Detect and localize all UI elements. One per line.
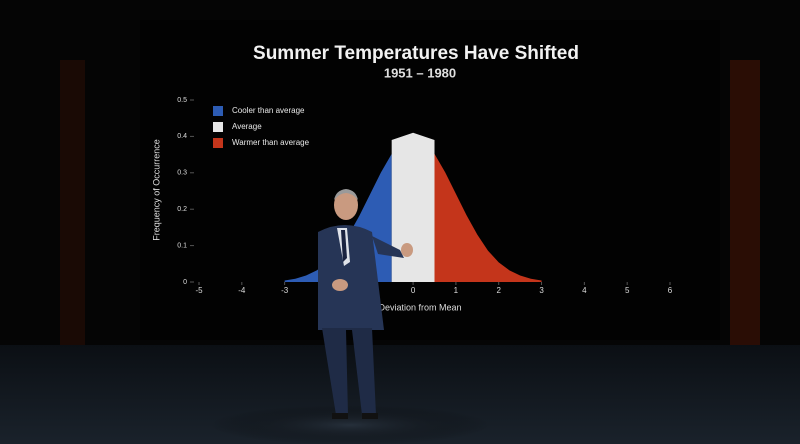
chart-title: Summer Temperatures Have Shifted	[253, 43, 579, 64]
y-axis-label: Frequency of Occurrence	[151, 139, 161, 241]
x-tick-label: 2	[497, 286, 502, 295]
presenter-shoe	[332, 413, 348, 419]
presenter-hand	[401, 243, 413, 257]
presenter-jacket	[318, 225, 384, 330]
x-tick-label: 6	[668, 286, 673, 295]
presenter-head	[334, 190, 358, 220]
y-tick-label: 0.4	[177, 133, 187, 140]
presenter	[318, 189, 413, 419]
y-tick-label: 0	[183, 279, 187, 286]
x-axis-label: Deviation from Mean	[378, 302, 461, 312]
area	[391, 132, 435, 282]
chart-subtitle: 1951 – 1980	[384, 65, 456, 80]
x-tick-label: 1	[454, 286, 459, 295]
presenter-hair	[334, 189, 358, 200]
x-tick-label: 4	[582, 286, 587, 295]
presenter-trousers	[322, 328, 376, 415]
presenter-tie	[341, 230, 347, 262]
x-tick-label: -5	[195, 286, 203, 295]
y-tick-label: 0.1	[177, 242, 187, 249]
spotlight	[210, 405, 490, 444]
presenter-arm	[372, 236, 404, 258]
x-tick-label: -4	[238, 286, 246, 295]
curtain-right	[730, 60, 760, 350]
presenter-hand	[332, 279, 348, 291]
y-tick-label: 0.5	[177, 97, 187, 104]
x-tick-label: 0	[411, 286, 416, 295]
legend-label: Average	[232, 122, 262, 131]
area	[434, 153, 542, 282]
x-tick-label: 5	[625, 286, 630, 295]
legend-label: Warmer than average	[232, 138, 310, 147]
x-tick-label: -3	[281, 286, 289, 295]
legend-swatch	[213, 106, 223, 116]
y-tick-label: 0.2	[177, 206, 187, 213]
legend-label: Cooler than average	[232, 106, 305, 115]
x-tick-label: 3	[539, 286, 544, 295]
presenter-shoe	[362, 413, 378, 419]
legend-swatch	[213, 138, 223, 148]
curtain-left	[60, 60, 85, 350]
y-tick-label: 0.3	[177, 170, 187, 177]
legend-swatch	[213, 122, 223, 132]
